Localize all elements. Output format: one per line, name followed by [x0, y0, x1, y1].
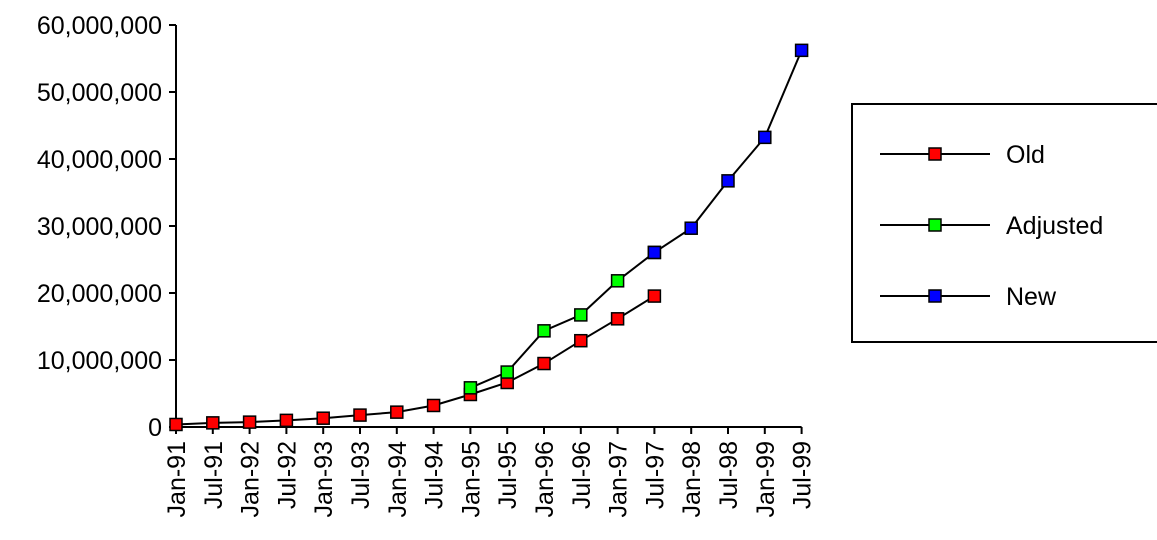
x-tick-label: Jan-97 — [605, 441, 633, 517]
x-tick-label: Jan-92 — [237, 441, 265, 517]
data-point-new — [758, 130, 772, 145]
data-point-adjusted — [574, 308, 588, 322]
data-point-old — [353, 408, 367, 422]
data-point-new — [721, 174, 735, 188]
series-markers — [169, 43, 809, 432]
x-tick-label: Jul-98 — [715, 441, 743, 509]
x-tick-label: Jan-94 — [384, 441, 412, 518]
axes — [169, 24, 803, 434]
y-tick-labels: 0 10,000,000 20,000,000 30,000,000 40,000,00… — [37, 12, 162, 442]
x-tick-label: Jul-91 — [200, 441, 228, 509]
data-point-old — [537, 356, 551, 371]
legend-marker-adjusted — [928, 218, 942, 232]
data-point-old — [647, 289, 662, 303]
data-point-old — [426, 398, 441, 413]
legend-label-adjusted: Adjusted — [1006, 212, 1103, 240]
data-point-adjusted — [463, 381, 478, 395]
x-tick-labels: Jan-91 Jul-91 Jan-92 Jul-92 Jan-93 Jul-93 Jan-… — [163, 441, 817, 518]
data-point-adjusted — [500, 365, 514, 379]
data-point-old — [574, 333, 588, 348]
x-tick-label: Jan-98 — [678, 441, 706, 517]
series-lines — [175, 49, 803, 426]
legend-marker-old — [928, 147, 942, 161]
x-tick-label: Jul-95 — [494, 441, 522, 509]
data-point-new — [647, 245, 662, 260]
data-point-old — [169, 417, 183, 432]
data-point-old — [610, 312, 625, 326]
legend: Old Adjusted New — [851, 103, 1157, 343]
data-point-adjusted — [537, 324, 551, 338]
data-point-new — [794, 43, 809, 58]
x-tick-label: Jan-95 — [457, 441, 485, 517]
data-point-old — [279, 413, 294, 428]
y-tick-label: 30,000,000 — [37, 213, 162, 241]
x-tick-label: Jul-93 — [347, 441, 375, 509]
x-tick-label: Jul-97 — [641, 441, 669, 509]
data-point-new — [684, 221, 698, 235]
y-tick-label: 50,000,000 — [37, 79, 162, 107]
legend-marker-new — [928, 289, 942, 303]
data-point-adjusted — [610, 274, 625, 288]
data-point-old — [390, 405, 404, 419]
data-point-old — [206, 416, 220, 430]
x-tick-label: Jul-94 — [421, 441, 449, 509]
y-tick-label: 10,000,000 — [37, 347, 162, 375]
legend-box — [851, 103, 1157, 343]
x-tick-label: Jul-92 — [273, 441, 301, 509]
y-tick-label: 40,000,000 — [37, 146, 162, 174]
data-point-old — [242, 415, 257, 429]
x-tick-label: Jan-99 — [752, 441, 780, 517]
legend-label-old: Old — [1006, 141, 1045, 169]
x-tick-label: Jul-99 — [789, 441, 817, 509]
x-tick-label: Jan-93 — [310, 441, 338, 517]
data-point-old — [316, 411, 330, 425]
legend-label-new: New — [1006, 283, 1057, 311]
y-tick-label: 20,000,000 — [37, 280, 162, 308]
series-line-new — [653, 49, 803, 254]
x-tick-label: Jan-96 — [531, 441, 559, 517]
x-tick-label: Jan-91 — [163, 441, 191, 517]
y-tick-label: 0 — [148, 414, 162, 442]
series-line-adjusted — [470, 251, 656, 389]
x-tick-label: Jul-96 — [568, 441, 596, 509]
y-tick-label: 60,000,000 — [37, 12, 162, 40]
